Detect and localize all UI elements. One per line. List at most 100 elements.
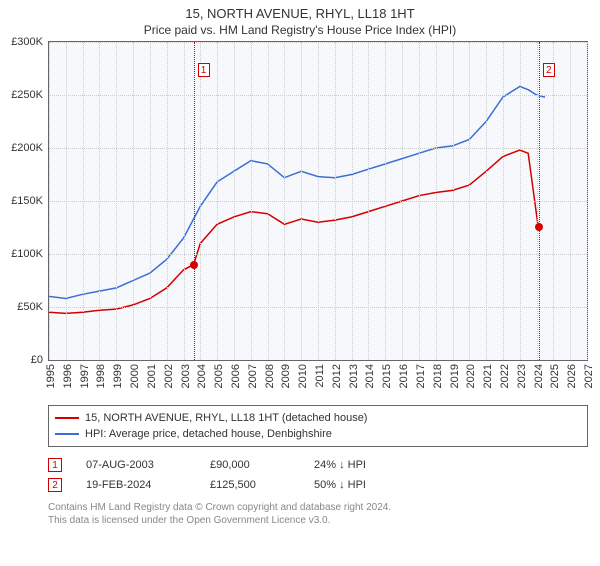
x-axis-label: 2026 — [566, 364, 578, 388]
x-axis-label: 2010 — [297, 364, 309, 388]
x-axis-label: 2004 — [196, 364, 208, 388]
sale-dot — [535, 223, 543, 231]
x-axis-label: 2022 — [499, 364, 511, 388]
gridline — [335, 42, 336, 360]
gridline — [402, 42, 403, 360]
gridline — [587, 42, 588, 360]
x-axis-label: 2027 — [583, 364, 595, 388]
gridline — [537, 42, 538, 360]
x-axis-label: 1996 — [62, 364, 74, 388]
gridline — [520, 42, 521, 360]
x-axis-label: 2017 — [415, 364, 427, 388]
gridline — [184, 42, 185, 360]
x-axis-label: 1998 — [95, 364, 107, 388]
x-axis-label: 2013 — [348, 364, 360, 388]
x-axis-label: 2025 — [549, 364, 561, 388]
event-price: £125,500 — [210, 479, 290, 491]
event-delta: 24% ↓ HPI — [314, 459, 366, 471]
event-price: £90,000 — [210, 459, 290, 471]
gridline — [49, 42, 50, 360]
x-axis-label: 1999 — [112, 364, 124, 388]
event-marker: 2 — [543, 63, 555, 77]
gridline — [251, 42, 252, 360]
gridline — [570, 42, 571, 360]
x-axis-label: 2001 — [146, 364, 158, 388]
event-line — [539, 42, 540, 360]
y-axis-label: £250K — [11, 89, 43, 101]
event-row: 2 19-FEB-2024 £125,500 50% ↓ HPI — [48, 475, 588, 495]
gridline — [318, 42, 319, 360]
attribution-footer: Contains HM Land Registry data © Crown c… — [48, 501, 588, 527]
gridline — [99, 42, 100, 360]
gridline — [385, 42, 386, 360]
x-axis-label: 2015 — [381, 364, 393, 388]
gridline — [284, 42, 285, 360]
gridline — [167, 42, 168, 360]
gridline — [116, 42, 117, 360]
gridline — [217, 42, 218, 360]
legend-label: 15, NORTH AVENUE, RHYL, LL18 1HT (detach… — [85, 412, 367, 424]
legend-swatch — [55, 433, 79, 435]
event-date: 19-FEB-2024 — [86, 479, 186, 491]
x-axis-label: 2016 — [398, 364, 410, 388]
gridline — [486, 42, 487, 360]
x-axis-label: 2002 — [163, 364, 175, 388]
footer-line: Contains HM Land Registry data © Crown c… — [48, 501, 588, 514]
x-axis-label: 2006 — [230, 364, 242, 388]
gridline — [133, 42, 134, 360]
page-title: 15, NORTH AVENUE, RHYL, LL18 1HT — [0, 6, 600, 21]
legend-swatch — [55, 417, 79, 419]
y-axis-label: £300K — [11, 36, 43, 48]
gridline — [200, 42, 201, 360]
gridline — [234, 42, 235, 360]
footer-line: This data is licensed under the Open Gov… — [48, 514, 588, 527]
event-date: 07-AUG-2003 — [86, 459, 186, 471]
x-axis-label: 1997 — [79, 364, 91, 388]
gridline — [66, 42, 67, 360]
y-axis-label: £50K — [17, 301, 43, 313]
legend-item: HPI: Average price, detached house, Denb… — [55, 426, 581, 442]
gridline — [469, 42, 470, 360]
gridline — [83, 42, 84, 360]
gridline — [419, 42, 420, 360]
x-axis-label: 2019 — [449, 364, 461, 388]
x-axis-label: 2012 — [331, 364, 343, 388]
x-axis-label: 2011 — [314, 364, 326, 388]
gridline — [268, 42, 269, 360]
x-axis-label: 2023 — [516, 364, 528, 388]
y-axis-label: £150K — [11, 195, 43, 207]
legend-item: 15, NORTH AVENUE, RHYL, LL18 1HT (detach… — [55, 410, 581, 426]
gridline — [453, 42, 454, 360]
y-axis-label: £200K — [11, 142, 43, 154]
event-delta: 50% ↓ HPI — [314, 479, 366, 491]
sale-dot — [190, 261, 198, 269]
x-axis-label: 2020 — [465, 364, 477, 388]
x-axis-label: 2018 — [432, 364, 444, 388]
gridline — [368, 42, 369, 360]
series-hpi — [49, 87, 545, 299]
gridline — [352, 42, 353, 360]
event-line — [194, 42, 195, 360]
y-axis-label: £0 — [31, 354, 43, 366]
gridline — [436, 42, 437, 360]
x-axis-label: 2024 — [533, 364, 545, 388]
y-axis-label: £100K — [11, 248, 43, 260]
gridline — [503, 42, 504, 360]
x-axis-label: 2021 — [482, 364, 494, 388]
x-axis-label: 2000 — [129, 364, 141, 388]
x-axis-label: 1995 — [45, 364, 57, 388]
x-axis-label: 2005 — [213, 364, 225, 388]
page-subtitle: Price paid vs. HM Land Registry's House … — [0, 23, 600, 37]
x-axis-label: 2008 — [264, 364, 276, 388]
gridline — [150, 42, 151, 360]
events-table: 107-AUG-2003£90,00024% ↓ HPI219-FEB-2024… — [48, 455, 588, 495]
x-axis-label: 2014 — [364, 364, 376, 388]
x-axis-label: 2009 — [280, 364, 292, 388]
event-marker: 1 — [198, 63, 210, 77]
gridline — [301, 42, 302, 360]
legend-label: HPI: Average price, detached house, Denb… — [85, 428, 332, 440]
event-marker: 2 — [48, 478, 62, 492]
event-row: 107-AUG-2003£90,00024% ↓ HPI — [48, 455, 588, 475]
x-axis-label: 2003 — [180, 364, 192, 388]
price-chart: £0£50K£100K£150K£200K£250K£300K199519961… — [48, 41, 588, 361]
